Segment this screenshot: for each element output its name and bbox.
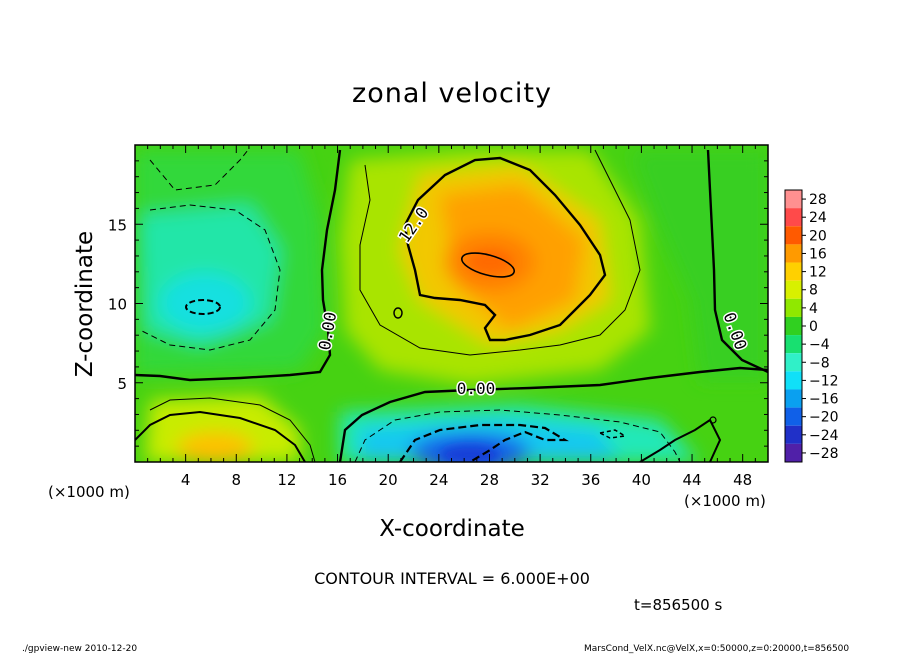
contour-small-pos (393, 307, 403, 319)
x-unit-right: (×1000 m) (684, 492, 766, 510)
colorbar-swatch (785, 190, 802, 209)
x-tick-label: 40 (632, 471, 651, 489)
colorbar-swatch (785, 208, 802, 227)
field-region-left-core (160, 273, 250, 333)
colorbar-label: 0 (809, 319, 818, 335)
colorbar-label: 4 (809, 301, 818, 317)
contour-label-zero-bottom: 0.00 (457, 379, 496, 398)
contour-m12-small (597, 429, 628, 439)
y-tick-label: 15 (108, 216, 127, 234)
field-region-bl-core (177, 432, 253, 462)
colorbar-label: −12 (809, 373, 839, 389)
colorbar-label: 28 (809, 192, 827, 208)
colorbar-swatch (785, 335, 802, 354)
colorbar-label: 16 (809, 246, 827, 262)
contour-m6-bottom (354, 409, 681, 462)
colorbar-label: 8 (809, 283, 818, 299)
x-tick-label: 28 (480, 471, 499, 489)
field-region-neg-peak (440, 445, 500, 462)
colorbar-label: −28 (809, 446, 839, 462)
field-region-pos-peak (468, 250, 512, 274)
x-axis: 4 8 12 16 20 24 28 32 36 40 44 48 (147, 145, 756, 489)
contour-zero-right (706, 149, 768, 374)
contour-small-right (709, 416, 717, 424)
colorbar-swatch (785, 244, 802, 263)
contour-6-bl (149, 397, 316, 462)
x-tick-label: 44 (682, 471, 701, 489)
plot-area: 12.0 0.00 0.00 0.00 (135, 145, 768, 462)
colorbar: 28 24 20 16 12 8 4 0 −4 −8 −12 −16 −20 −24 −28 (784, 189, 839, 463)
contour-6 (359, 149, 641, 356)
x-tick-label: 36 (581, 471, 600, 489)
colorbar-label: 12 (809, 265, 827, 281)
colorbar-label: 24 (809, 210, 827, 226)
contour-m12-bottom (399, 423, 569, 462)
x-tick-label: 32 (531, 471, 550, 489)
colorbar-swatch (785, 425, 802, 444)
contour-18 (460, 252, 516, 278)
colorbar-swatch (785, 316, 802, 336)
colorbar-label: −4 (809, 337, 830, 353)
footer-right: MarsCond_VelX.nc@VelX,x=0:50000,z=0:2000… (584, 644, 849, 654)
x-tick-label: 48 (733, 471, 752, 489)
x-tick-label: 20 (379, 471, 398, 489)
contour-zero-br (639, 418, 722, 462)
contour-m12-left (185, 299, 221, 315)
contour-zero-bottom (338, 366, 768, 462)
colorbar-label: 20 (809, 228, 827, 244)
y-axis: 5 10 15 (108, 160, 768, 447)
colorbar-swatch (785, 443, 802, 462)
colorbar-label: −24 (809, 428, 839, 444)
colorbar-swatch (785, 280, 802, 299)
colorbar-swatch (785, 298, 802, 317)
x-tick-label: 4 (181, 471, 191, 489)
contour-m6-left (139, 149, 281, 351)
chart-title: zonal velocity (352, 78, 552, 109)
colorbar-swatch (785, 407, 802, 426)
contour-interval-text: CONTOUR INTERVAL = 6.000E+00 (314, 569, 590, 588)
y-tick-label: 10 (108, 296, 127, 314)
x-tick-label: 16 (328, 471, 347, 489)
colorbar-label: −8 (809, 355, 830, 371)
y-axis-label: Z-coordinate (72, 231, 98, 377)
footer-left: ./gpview-new 2010-12-20 (22, 644, 137, 654)
y-tick-label: 5 (117, 375, 127, 393)
x-unit-left: (×1000 m) (48, 483, 130, 501)
colorbar-swatch (785, 353, 802, 372)
contour-zero-left (135, 149, 342, 382)
colorbar-label: −16 (809, 392, 839, 408)
contour-zero-bl (135, 410, 306, 462)
x-tick-label: 12 (277, 471, 296, 489)
x-tick-label: 8 (232, 471, 242, 489)
colorbar-label: −20 (809, 410, 839, 426)
field-region-right (630, 150, 768, 380)
time-text: t=856500 s (634, 596, 722, 614)
colorbar-swatch (785, 226, 802, 245)
x-axis-label: X-coordinate (379, 516, 525, 542)
colorbar-swatch (785, 262, 802, 281)
contour-lines (135, 149, 768, 462)
x-tick-label: 24 (429, 471, 448, 489)
contour-12 (403, 156, 607, 342)
colorbar-swatch (785, 371, 802, 390)
colorbar-swatch (785, 389, 802, 408)
